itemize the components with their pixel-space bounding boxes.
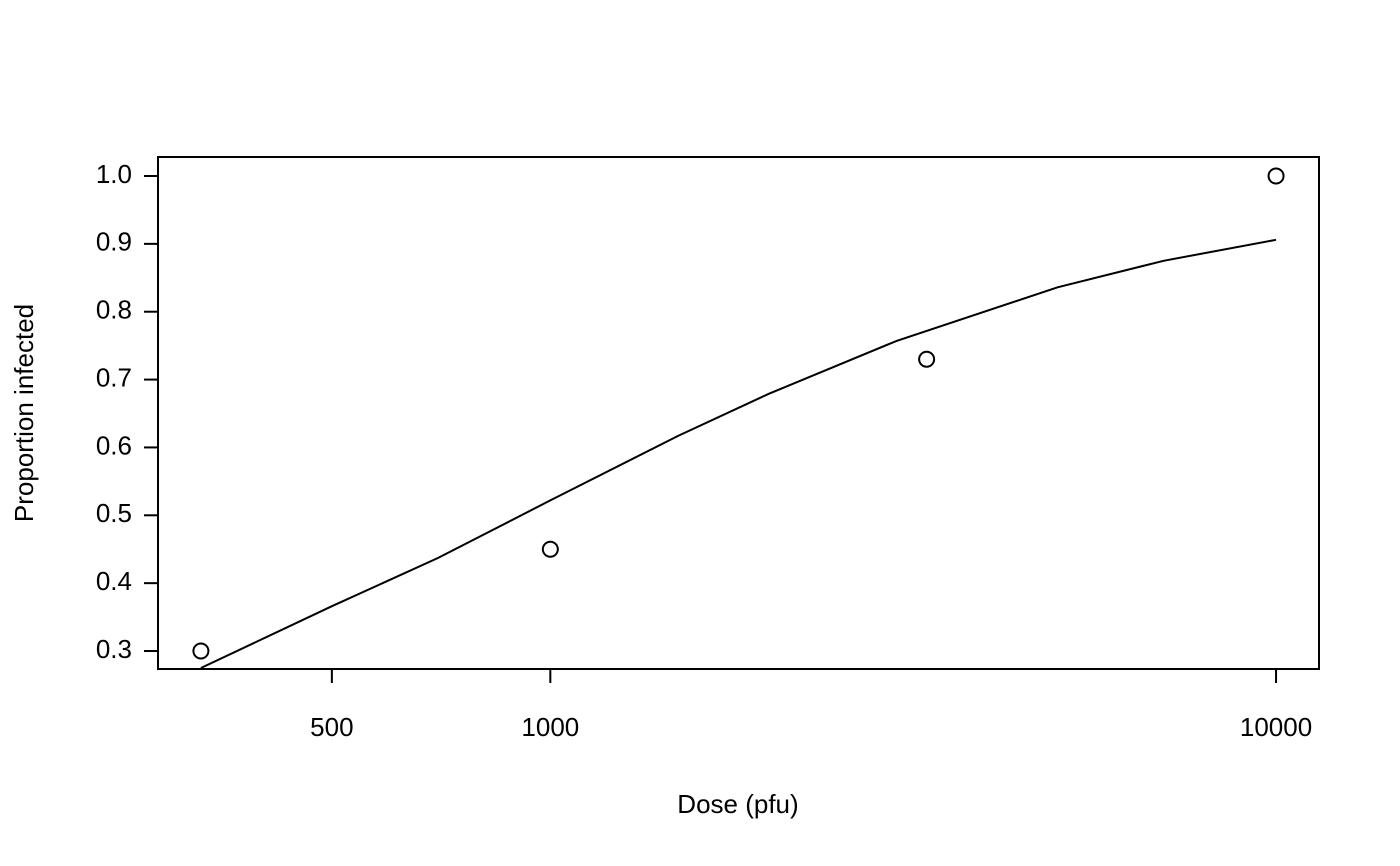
y-tick-label: 0.3 [96,634,132,664]
y-axis-label: Proportion infected [9,304,39,522]
y-tick-label: 0.7 [96,362,132,392]
y-tick-label: 0.8 [96,295,132,325]
plot-frame [157,156,1320,670]
x-axis-label: Dose (pfu) [677,789,798,819]
data-point [541,540,559,558]
x-tick-label: 500 [310,712,353,742]
y-tick-label: 0.6 [96,430,132,460]
data-point [192,642,210,660]
y-tick-label: 1.0 [96,159,132,189]
fit-line [200,238,1277,669]
data-point [918,350,936,368]
y-tick-label: 0.5 [96,498,132,528]
y-tick-label: 0.4 [96,566,132,596]
x-tick-label: 1000 [521,712,579,742]
y-tick-label: 0.9 [96,227,132,257]
data-point [1267,167,1285,185]
x-tick-label: 10000 [1240,712,1312,742]
